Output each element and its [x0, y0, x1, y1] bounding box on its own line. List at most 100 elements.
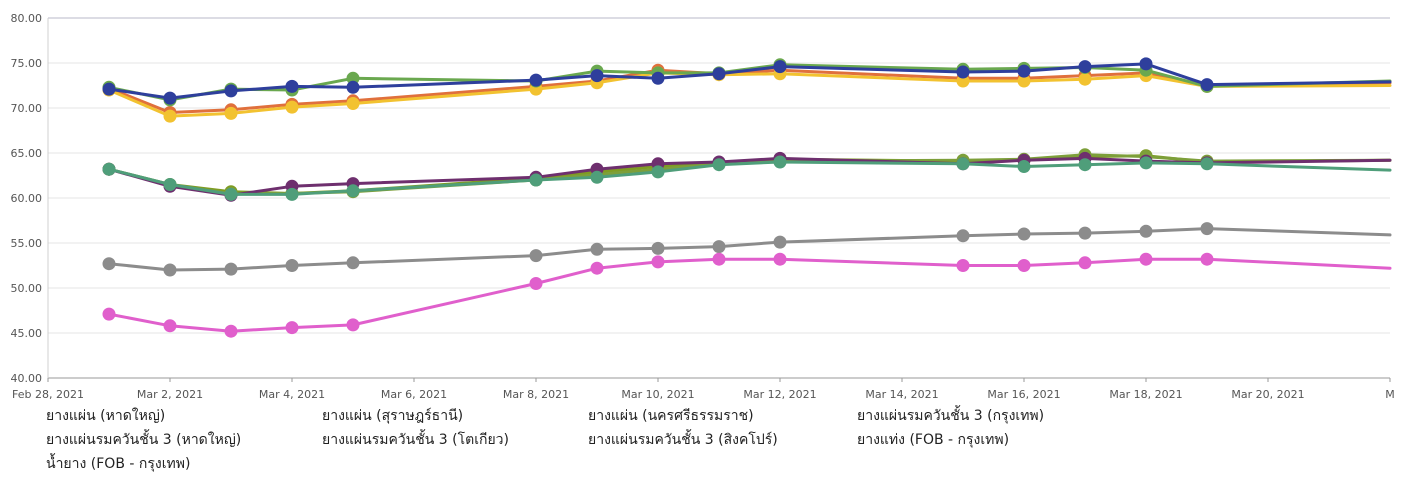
- series-point-3: [163, 91, 177, 105]
- series-point-9: [285, 321, 299, 335]
- series-point-7: [1078, 158, 1092, 172]
- y-tick-label: 80.00: [11, 12, 43, 25]
- series-point-3: [224, 84, 238, 98]
- series-point-1: [163, 109, 177, 123]
- x-tick-label: Mar 6, 2021: [381, 388, 447, 401]
- y-tick-label: 60.00: [11, 192, 43, 205]
- series-point-7: [346, 184, 360, 198]
- series-line-8: [107, 227, 1392, 272]
- series-point-3: [956, 65, 970, 79]
- series-point-7: [956, 157, 970, 171]
- x-tick-label: Mar 14, 2021: [865, 388, 938, 401]
- series-line-9: [107, 257, 1392, 333]
- y-tick-label: 55.00: [11, 237, 43, 250]
- series-point-7: [1200, 157, 1214, 171]
- series-point-8: [224, 262, 238, 276]
- y-tick-label: 65.00: [11, 147, 43, 160]
- x-tick-label: Mar 10, 2021: [621, 388, 694, 401]
- y-tick-label: 70.00: [11, 102, 43, 115]
- series-point-3: [1200, 78, 1214, 92]
- series-point-7: [1017, 160, 1031, 173]
- series-point-3: [712, 67, 726, 81]
- series-point-9: [224, 324, 238, 338]
- series-point-3: [773, 60, 787, 74]
- series-point-8: [773, 235, 787, 249]
- y-tick-label: 45.00: [11, 327, 43, 340]
- series-point-3: [346, 80, 360, 94]
- series-point-7: [773, 155, 787, 169]
- series-point-1: [346, 97, 360, 110]
- series-point-8: [1017, 227, 1031, 241]
- series-point-7: [712, 158, 726, 172]
- series-point-7: [1139, 156, 1153, 170]
- legend-row-1: ยางแผ่น (หาดใหญ่) ยางแผ่น (สุราษฎร์ธานี)…: [46, 405, 1386, 429]
- series-point-1: [1078, 72, 1092, 86]
- legend: ยางแผ่น (หาดใหญ่) ยางแผ่น (สุราษฎร์ธานี)…: [46, 405, 1386, 477]
- series-point-1: [285, 100, 299, 114]
- series-point-9: [1139, 252, 1153, 266]
- series-point-8: [712, 240, 726, 254]
- series-layer: [102, 57, 1392, 338]
- x-tick-label: M: [1385, 388, 1395, 401]
- series-point-8: [163, 263, 177, 277]
- series-point-1: [224, 106, 238, 120]
- series-point-7: [285, 187, 299, 201]
- series-line-7: [107, 160, 1392, 196]
- series-point-3: [1139, 57, 1153, 71]
- legend-item-nakhonsi-sheet[interactable]: ยางแผ่น (นครศรีธรรมราช): [588, 408, 754, 424]
- series-point-8: [956, 229, 970, 243]
- x-tick-label: Feb 28, 2021: [12, 388, 84, 401]
- x-tick-label: Mar 20, 2021: [1231, 388, 1304, 401]
- x-tick-label: Mar 18, 2021: [1109, 388, 1182, 401]
- series-line-1: [107, 71, 1392, 118]
- series-point-8: [1078, 226, 1092, 240]
- series-point-7: [590, 170, 604, 184]
- x-tick-label: Mar 4, 2021: [259, 388, 325, 401]
- series-point-3: [1017, 64, 1031, 78]
- series-line-6: [107, 156, 1392, 197]
- series-point-8: [346, 256, 360, 270]
- legend-item-block-rubber-fob[interactable]: ยางแท่ง (FOB - กรุงเทพ): [857, 432, 1010, 448]
- series-point-8: [285, 259, 299, 272]
- series-point-9: [1078, 256, 1092, 270]
- x-tick-label: Mar 8, 2021: [503, 388, 569, 401]
- axes: 40.00 45.00 50.00 55.00 60.00 65.00 70.00 75.00…: [11, 12, 1395, 401]
- legend-item-rss3-singapore[interactable]: ยางแผ่นรมควันชั้น 3 (สิงคโปร์): [588, 432, 778, 448]
- x-tick-label: Mar 2, 2021: [137, 388, 203, 401]
- series-point-8: [102, 257, 116, 271]
- legend-item-suratthani-sheet[interactable]: ยางแผ่น (สุราษฎร์ธานี): [322, 408, 464, 424]
- series-point-7: [102, 162, 116, 176]
- series-point-7: [224, 187, 238, 201]
- series-point-3: [590, 69, 604, 83]
- series-point-9: [590, 261, 604, 275]
- y-tick-label: 50.00: [11, 282, 43, 295]
- series-point-9: [163, 319, 177, 333]
- series-point-9: [956, 259, 970, 272]
- series-point-9: [1017, 259, 1031, 272]
- series-point-3: [1078, 60, 1092, 74]
- legend-row-3: น้ำยาง (FOB - กรุงเทพ): [46, 453, 1386, 477]
- series-line-3: [107, 62, 1392, 100]
- x-tick-label: Mar 12, 2021: [743, 388, 816, 401]
- legend-item-hatyai-sheet[interactable]: ยางแผ่น (หาดใหญ่): [46, 408, 166, 424]
- series-point-8: [590, 242, 604, 256]
- series-point-8: [1200, 222, 1214, 236]
- series-point-9: [1200, 252, 1214, 266]
- legend-item-rss3-tokyo[interactable]: ยางแผ่นรมควันชั้น 3 (โตเกียว): [322, 432, 509, 448]
- legend-item-rss3-hatyai[interactable]: ยางแผ่นรมควันชั้น 3 (หาดใหญ่): [46, 432, 242, 448]
- x-tick-label: Mar 16, 2021: [987, 388, 1060, 401]
- y-tick-label: 75.00: [11, 57, 43, 70]
- series-point-9: [529, 277, 543, 290]
- series-point-3: [651, 71, 665, 85]
- series-point-9: [773, 252, 787, 266]
- series-point-3: [529, 73, 543, 87]
- series-point-3: [102, 82, 116, 96]
- series-point-7: [529, 173, 543, 187]
- series-point-8: [529, 249, 543, 263]
- legend-item-rss3-bangkok[interactable]: ยางแผ่นรมควันชั้น 3 (กรุงเทพ): [857, 408, 1045, 424]
- series-point-8: [1139, 224, 1153, 238]
- legend-item-latex-fob[interactable]: น้ำยาง (FOB - กรุงเทพ): [46, 456, 191, 472]
- legend-row-2: ยางแผ่นรมควันชั้น 3 (หาดใหญ่) ยางแผ่นรมค…: [46, 429, 1386, 453]
- y-tick-label: 40.00: [11, 372, 43, 385]
